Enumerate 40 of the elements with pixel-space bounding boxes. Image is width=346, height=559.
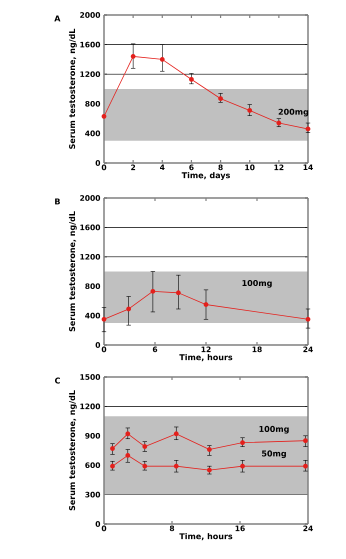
y-axis-title: Serum testosterone, ng/dL: [68, 28, 77, 149]
point: [240, 440, 245, 446]
point: [204, 302, 208, 307]
point: [176, 290, 181, 296]
point: [102, 316, 106, 322]
point: [110, 464, 115, 469]
series-label: 50mg: [262, 450, 286, 458]
point: [110, 446, 115, 451]
point: [218, 96, 223, 102]
point: [306, 126, 310, 132]
point: [276, 120, 282, 126]
point: [303, 438, 308, 444]
point: [240, 464, 245, 469]
text: 100mg: [242, 280, 272, 288]
point: [189, 76, 194, 82]
point: [303, 464, 308, 469]
y-axis-title: Serum testosterone, ng/dL: [68, 390, 77, 510]
x-axis-title: Time, days: [182, 172, 230, 180]
point: [142, 444, 148, 449]
point: [142, 464, 148, 469]
point: [130, 54, 136, 59]
x-axis-title: Time, hours: [179, 354, 232, 362]
point: [126, 306, 132, 312]
point: [174, 464, 179, 469]
series-label: 200mg: [278, 108, 308, 116]
point: [207, 447, 212, 452]
chart-title: B: [55, 198, 60, 204]
point: [174, 431, 179, 436]
point: [160, 56, 165, 62]
point: [102, 114, 106, 119]
chart-title: A: [54, 16, 60, 22]
point: [247, 108, 252, 113]
point: [125, 452, 130, 458]
y-axis-title: Serum testosterone, ng/dL: [68, 211, 77, 332]
point: [150, 288, 156, 294]
series-label: 100mg: [260, 426, 289, 434]
point: [306, 316, 310, 322]
x-axis-title: Time, hours: [179, 533, 232, 540]
chart-title: C: [54, 378, 60, 384]
point: [125, 431, 130, 436]
